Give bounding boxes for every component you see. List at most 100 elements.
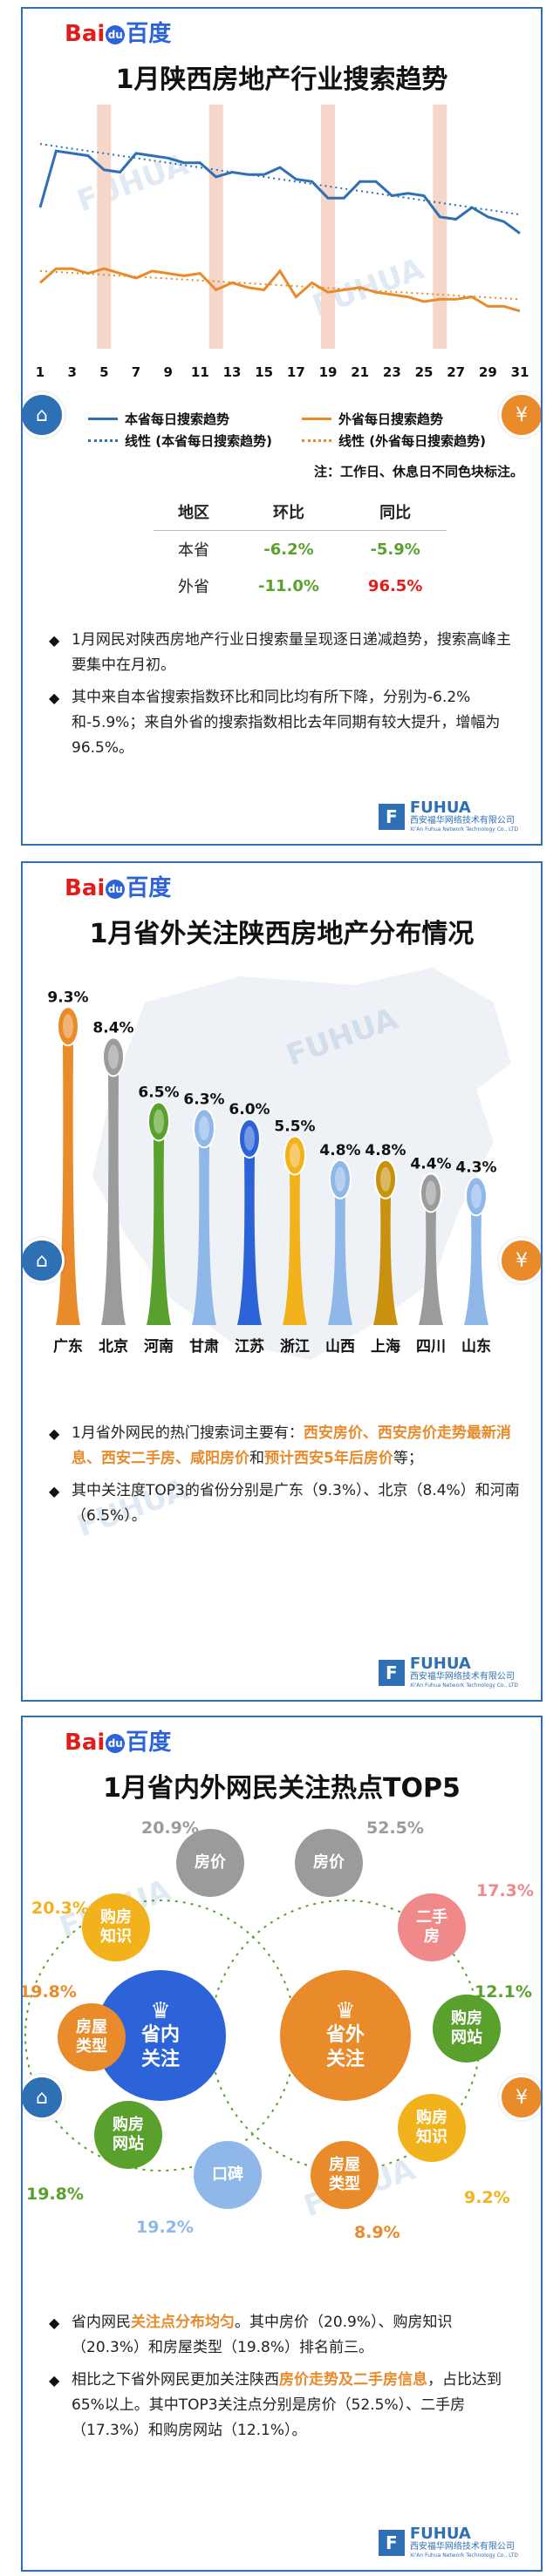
domestic-pct-house-type: 19.8% — [21, 1982, 77, 2002]
fuhua-logo-mark: F — [378, 1660, 405, 1686]
category-label: 北京 — [99, 1337, 128, 1356]
trend-title: 1月陕西房地产行业搜索趋势 — [115, 65, 448, 95]
bullet-item: ◆ 1月省外网民的热门搜索词主要有：西安房价、西安房价走势最新消息、西安二手房、… — [49, 1421, 520, 1472]
data-label: 6.3% — [183, 1091, 224, 1108]
bar-head — [147, 1101, 170, 1142]
distribution-bullets: ◆ 1月省外网民的热门搜索词主要有：西安房价、西安房价走势最新消息、西安二手房、… — [49, 1421, 520, 1536]
category-label: 四川 — [416, 1338, 446, 1356]
comparison-table: 地区 环比 同比 本省 -6.2% -5.9% 外省 -11.0% 96.5% — [154, 493, 447, 604]
data-label: 4.8% — [319, 1142, 360, 1159]
bullet-item: ◆ 省内网民关注点分布均匀。其中房价（20.9%）、购房知识（20.3%）和房屋… — [49, 2310, 520, 2361]
x-tick-label: 1 — [36, 364, 44, 380]
x-tick-label: 13 — [223, 364, 242, 380]
baidu-paw-icon: du — [106, 24, 126, 44]
crown-icon: ♛ — [335, 1998, 356, 2024]
data-label: 9.3% — [47, 989, 88, 1006]
bar-head — [329, 1159, 352, 1200]
x-tick-label: 3 — [67, 364, 76, 380]
bar-head — [374, 1159, 397, 1200]
external-pct-buying-knowledge: 9.2% — [464, 2188, 510, 2207]
trend-legend-left: 本省每日搜索趋势 线性 (本省每日搜索趋势) — [88, 410, 272, 453]
baidu-logo: Bai du 百度 — [65, 21, 172, 47]
distribution-bar-chart: 9.3% 广东 8.4% 北京 6.5% 河南 6.3% 甘肃 6.0% 江苏 5.5% 浙江 4.8%… — [47, 989, 496, 1356]
bar — [101, 1074, 126, 1325]
bar — [192, 1145, 216, 1325]
category-label: 上海 — [371, 1337, 400, 1356]
data-label: 6.0% — [229, 1101, 270, 1118]
x-tick-label: 31 — [511, 364, 529, 380]
bar-head — [102, 1037, 125, 1077]
bar-head — [57, 1006, 79, 1047]
house-price-icon: ¥ — [499, 2075, 541, 2120]
house-price-icon: ¥ — [499, 392, 541, 438]
bar-head-shine — [63, 1014, 73, 1039]
external-pct-buying-site: 12.1% — [475, 1982, 532, 2002]
external-topic-house-price: 房价 — [295, 1829, 363, 1897]
domestic-pct-buying-site: 19.8% — [26, 2185, 84, 2204]
external-pct-house-price: 52.5% — [366, 1818, 424, 1838]
x-tick-label: 29 — [479, 364, 497, 380]
bar — [147, 1138, 171, 1325]
domestic-topic-buying-site: 购房 网站 — [94, 2101, 162, 2169]
bar-head-shine — [335, 1166, 345, 1192]
bar-head-shine — [426, 1180, 436, 1206]
house-search-icon: ⌂ — [23, 392, 65, 438]
bullet-item: ◆ 1月网民对陕西房地产行业日搜索量呈现逐日递减趋势，搜索高峰主要集中在月初。 — [49, 628, 520, 678]
bar-head — [420, 1172, 442, 1213]
x-tick-label: 11 — [191, 364, 209, 380]
data-label: 4.8% — [365, 1142, 406, 1159]
bar-head-shine — [290, 1143, 300, 1168]
category-label: 山东 — [461, 1337, 491, 1356]
category-label: 广东 — [53, 1337, 83, 1356]
external-topic-buying-knowledge: 购房 知识 — [398, 2094, 466, 2162]
x-tick-label: 17 — [287, 364, 305, 380]
fuhua-logo-mark: F — [378, 2530, 405, 2556]
fuhua-logo-mark: F — [378, 804, 405, 830]
baidu-paw-icon: du — [106, 879, 126, 899]
bar — [373, 1196, 398, 1325]
domestic-pct-house-price: 20.9% — [141, 1818, 199, 1838]
x-tick-label: 23 — [383, 364, 401, 380]
data-label: 4.3% — [455, 1159, 496, 1176]
bar-head — [238, 1118, 261, 1159]
domestic-topic-buying-knowledge: 购房 知识 — [82, 1893, 150, 1961]
data-label: 5.5% — [274, 1118, 315, 1136]
category-label: 山西 — [325, 1338, 355, 1356]
bar-head — [465, 1176, 488, 1217]
house-search-icon: ⌂ — [23, 1238, 65, 1283]
data-label: 6.5% — [138, 1084, 179, 1102]
fuhua-logo: F FUHUA 西安福华网络技术有限公司 Xi'An Fuhua Network… — [378, 1656, 518, 1689]
weekend-band — [97, 105, 112, 349]
bar-head — [193, 1108, 215, 1149]
domestic-topic-reputation: 口碑 — [194, 2141, 262, 2209]
data-label: 8.4% — [92, 1019, 133, 1037]
bullet-item: ◆ 其中来自本省搜索指数环比和同比均有所下降，分别为-6.2%和-5.9%；来自外… — [49, 685, 520, 761]
baidu-logo: Bai du 百度 — [65, 875, 172, 901]
table-row: 外省 -11.0% 96.5% — [178, 576, 423, 597]
bar — [328, 1196, 352, 1325]
table-row: 本省 -6.2% -5.9% — [178, 540, 420, 561]
external-topic-second-hand: 二手 房 — [398, 1893, 466, 1961]
bullet-item: ◆ 其中关注度TOP3的省份分别是广东（9.3%）、北京（8.4%）和河南（6.5… — [49, 1478, 520, 1529]
fuhua-logo: F FUHUA 西安福华网络技术有限公司 Xi'An Fuhua Network… — [378, 800, 518, 833]
diamond-icon: ◆ — [49, 1483, 60, 1499]
weekend-band — [321, 105, 335, 349]
bar — [283, 1172, 307, 1325]
fuhua-logo: F FUHUA 西安福华网络技术有限公司 Xi'An Fuhua Network… — [378, 2526, 518, 2559]
bar-head-shine — [244, 1126, 255, 1151]
x-tick-label: 7 — [132, 364, 140, 380]
external-topic-buying-site: 购房 网站 — [433, 1995, 501, 2063]
house-price-icon: ¥ — [499, 1238, 541, 1283]
external-pct-house-type: 8.9% — [354, 2223, 400, 2242]
category-label: 江苏 — [235, 1337, 264, 1356]
bullet-item: ◆ 相比之下省外网民更加关注陕西房价走势及二手房信息，占比达到65%以上。其中T… — [49, 2368, 520, 2443]
hotspot-bullets: ◆ 省内网民关注点分布均匀。其中房价（20.9%）、购房知识（20.3%）和房屋… — [49, 2310, 520, 2450]
series-line — [39, 143, 521, 216]
x-tick-label: 15 — [255, 364, 273, 380]
x-tick-label: 27 — [447, 364, 465, 380]
external-pct-second-hand: 17.3% — [476, 1881, 534, 1900]
bar — [237, 1156, 262, 1325]
x-tick-label: 19 — [319, 364, 338, 380]
x-tick-label: 21 — [351, 364, 369, 380]
